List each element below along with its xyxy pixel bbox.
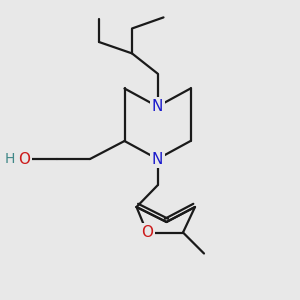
- Text: O: O: [18, 152, 30, 166]
- Text: N: N: [152, 152, 163, 166]
- Text: O: O: [141, 225, 153, 240]
- Text: N: N: [152, 99, 163, 114]
- Text: H: H: [5, 152, 15, 166]
